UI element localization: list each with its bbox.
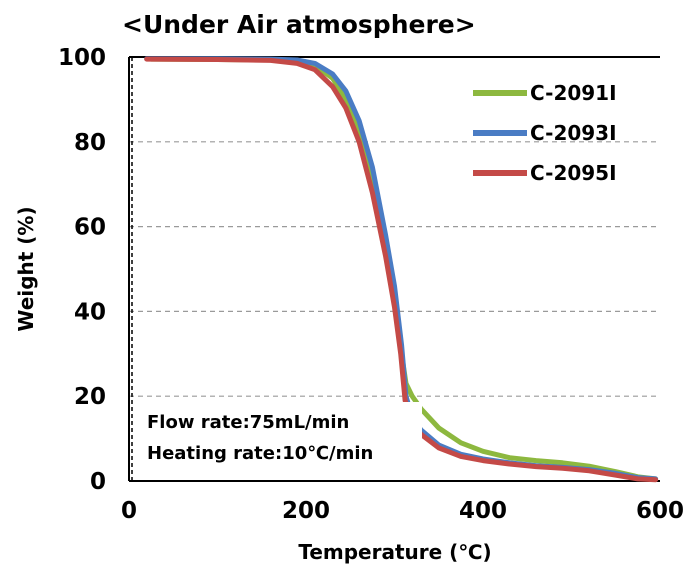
x-tick-label: 400 <box>459 498 507 524</box>
legend-label: C-2093I <box>530 121 617 145</box>
heating-rate-annotation: Heating rate:10℃/min <box>147 443 373 464</box>
y-tick-label: 100 <box>58 45 106 71</box>
annotation-box <box>140 402 422 472</box>
chart-title: <Under Air atmosphere> <box>122 10 476 39</box>
flow-rate-annotation: Flow rate:75mL/min <box>147 412 349 433</box>
series-layer <box>144 56 659 483</box>
legend: C-2091I C-2093I C-2095I <box>473 81 617 185</box>
legend-label: C-2095I <box>530 161 617 185</box>
series-line-c-2095i <box>144 56 659 483</box>
legend-label: C-2091I <box>530 81 617 105</box>
y-tick-label: 40 <box>74 299 106 325</box>
x-tick-label: 600 <box>636 498 684 524</box>
x-axis-title: Temperature (℃) <box>298 540 491 564</box>
y-tick-label: 80 <box>74 130 106 156</box>
y-axis-title: Weight (%) <box>14 206 38 331</box>
tick-labels: 0 20 40 60 80 100 0 200 400 600 <box>58 45 684 524</box>
x-tick-label: 200 <box>282 498 330 524</box>
y-tick-label: 0 <box>90 469 106 495</box>
y-tick-label: 20 <box>74 384 106 410</box>
x-tick-label: 0 <box>121 498 137 524</box>
y-tick-label: 60 <box>74 215 106 241</box>
